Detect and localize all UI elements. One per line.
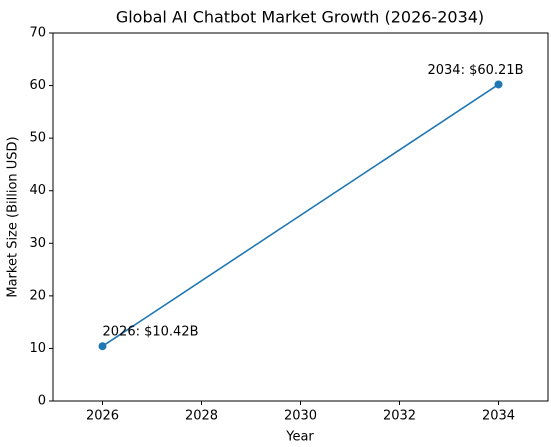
y-tick-label: 10 xyxy=(29,341,46,356)
y-tick-label: 50 xyxy=(29,131,46,146)
y-tick-label: 60 xyxy=(29,78,46,93)
y-tick-label: 30 xyxy=(29,236,46,251)
y-tick-label: 70 xyxy=(29,26,46,41)
x-axis-label: Year xyxy=(285,430,314,445)
line xyxy=(102,83,499,347)
data-label: 2034: $60.21B xyxy=(427,63,523,78)
x-tick-label: 2030 xyxy=(284,409,317,424)
y-tick-label: 40 xyxy=(29,183,46,198)
x-tick-label: 2034 xyxy=(482,409,515,424)
point xyxy=(98,342,107,351)
x-tick-label: 2028 xyxy=(185,409,218,424)
chart-title: Global AI Chatbot Market Growth (2026-20… xyxy=(116,8,484,27)
plot-frame xyxy=(52,32,549,402)
y-tick-label: 0 xyxy=(38,394,46,409)
y-tick-label: 20 xyxy=(29,288,46,303)
data-label: 2026: $10.42B xyxy=(103,325,199,340)
x-tick-label: 2026 xyxy=(86,409,119,424)
y-axis-label: Market Size (Billion USD) xyxy=(6,136,21,297)
point xyxy=(494,80,503,89)
x-tick-label: 2032 xyxy=(383,409,416,424)
